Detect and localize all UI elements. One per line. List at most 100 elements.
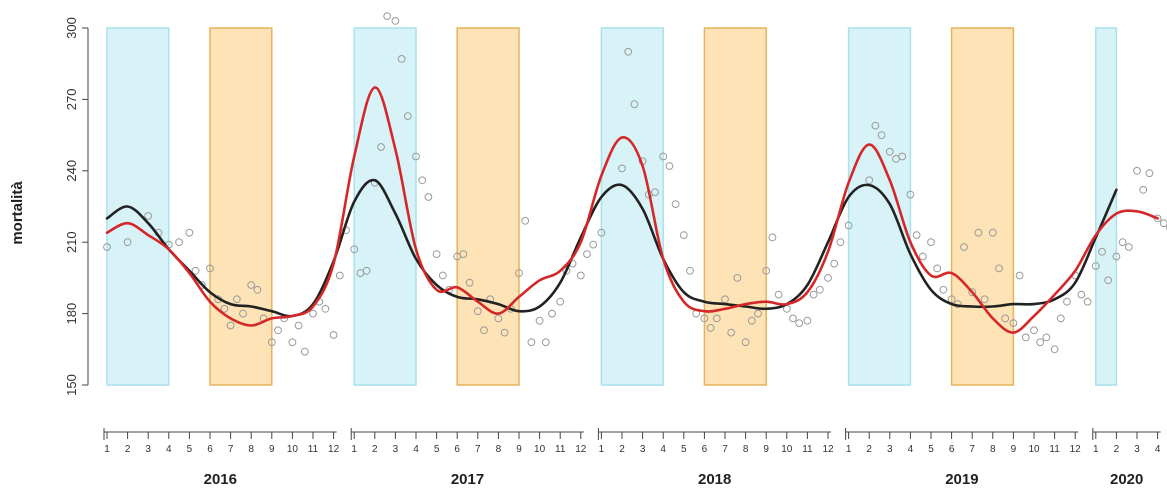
data-point [1001, 314, 1010, 323]
x-tick-label: 11 [802, 444, 813, 455]
data-point [465, 278, 474, 287]
x-tick-label: 12 [575, 444, 587, 455]
data-point [175, 238, 184, 247]
series-line-black [105, 178, 1118, 318]
data-point [912, 231, 921, 240]
x-tick-label: 6 [454, 444, 460, 455]
data-point [220, 304, 229, 313]
data-point [665, 162, 674, 170]
x-tick-label: 11 [1049, 444, 1060, 455]
season-band-winter-0 [106, 27, 170, 386]
x-tick-label: 5 [928, 444, 934, 455]
data-point [247, 281, 256, 289]
y-tick-label: 300 [64, 17, 79, 39]
data-point [473, 307, 482, 316]
data-point [527, 338, 536, 347]
x-tick-label: 11 [555, 444, 566, 455]
data-point [1112, 252, 1121, 261]
x-tick-label: 2 [125, 444, 131, 455]
data-point [1104, 276, 1113, 285]
data-point [321, 304, 330, 313]
data-point [974, 228, 983, 237]
data-point [747, 316, 756, 325]
data-point [795, 319, 804, 328]
data-point [144, 212, 153, 220]
x-tick-label: 8 [990, 444, 996, 455]
data-point [418, 176, 427, 185]
data-point [733, 274, 742, 282]
data-point [432, 250, 441, 259]
data-point [350, 245, 359, 254]
x-tick-label: 4 [1155, 444, 1161, 455]
data-point [933, 264, 942, 273]
data-point [548, 309, 556, 318]
data-point [1030, 326, 1038, 335]
data-point [1063, 297, 1071, 306]
y-axis-label: mortalità [9, 181, 26, 245]
data-point [1021, 333, 1030, 342]
x-tick-label: 11 [308, 444, 319, 455]
x-tick-label: 9 [269, 444, 275, 455]
data-point [521, 216, 530, 225]
data-point [995, 264, 1003, 273]
data-point [535, 316, 544, 325]
x-tick-label: 3 [1134, 444, 1140, 455]
data-point [968, 288, 977, 297]
data-point [651, 188, 659, 197]
x-tick-label: 10 [287, 444, 299, 455]
x-tick-label: 7 [228, 444, 234, 455]
data-point [836, 238, 845, 247]
data-point [618, 164, 626, 173]
data-point [1015, 271, 1024, 280]
data-point [226, 321, 235, 330]
data-point [824, 274, 832, 282]
data-point [1036, 338, 1045, 347]
year-label-2019: 2019 [945, 471, 978, 488]
data-point [630, 100, 639, 109]
x-tick-label: 1 [104, 444, 110, 455]
y-tick-label: 180 [64, 303, 79, 325]
data-point [253, 285, 262, 294]
data-point [556, 297, 565, 306]
data-point [362, 266, 371, 275]
data-point [424, 193, 433, 201]
season-bands [106, 27, 1118, 386]
x-tick-label: 1 [1093, 444, 1099, 455]
data-point [885, 147, 894, 156]
data-point [1077, 290, 1086, 299]
data-point [686, 266, 694, 275]
data-point [500, 328, 509, 337]
data-point [721, 295, 729, 304]
x-tick-label: 4 [166, 444, 172, 455]
data-point [1133, 166, 1141, 175]
data-point [329, 331, 338, 339]
x-tick-label: 10 [781, 444, 793, 455]
x-tick-label: 1 [846, 444, 852, 455]
data-point [960, 243, 968, 251]
x-tick-label: 6 [207, 444, 213, 455]
x-tick-label: 5 [187, 444, 193, 455]
data-point [803, 316, 812, 325]
data-point [1159, 219, 1167, 228]
data-point [576, 271, 585, 280]
data-point [274, 326, 282, 335]
data-point [1091, 262, 1100, 270]
x-tick-label: 4 [908, 444, 914, 455]
data-point [335, 271, 344, 280]
data-point [1056, 314, 1065, 323]
x-tick-label: 6 [949, 444, 955, 455]
data-point [712, 314, 721, 323]
year-label-2020: 2020 [1110, 471, 1143, 488]
data-point [294, 321, 303, 330]
data-point [871, 121, 880, 130]
data-point [754, 309, 762, 318]
data-point [459, 250, 468, 259]
x-tick-label: 9 [763, 444, 769, 455]
season-band-winter-4 [600, 27, 664, 386]
season-band-summer-1 [209, 27, 273, 386]
x-tick-label: 1 [351, 444, 357, 455]
x-tick-label: 7 [969, 444, 975, 455]
data-point [844, 221, 853, 230]
